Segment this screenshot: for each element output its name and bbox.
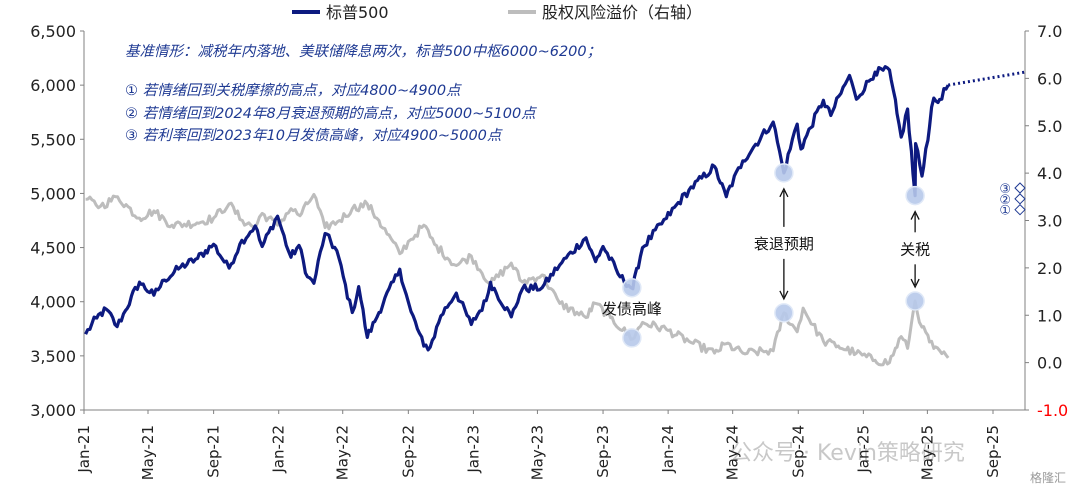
- x-tick-label: Jan-21: [75, 425, 93, 474]
- highlight-circle: [774, 163, 794, 183]
- annotation-line: ③ 若利率回到2023年10月发债高峰，对应4900~5000点: [125, 127, 503, 144]
- x-tick-label: May-22: [334, 425, 352, 480]
- left-tick-label: 3,500: [30, 347, 76, 366]
- annotation-line: ② 若情绪回到2024年8月衰退预期的高点，对应5000~5100点: [125, 105, 537, 122]
- x-tick-label: Jan-23: [464, 425, 482, 474]
- legend-label: 股权风险溢价（右轴）: [542, 3, 702, 22]
- scenario-marker-diamond: [1014, 182, 1026, 194]
- annotation-layer: 基准情形：减税年内落地、美联储降息两次，标普500中枢6000~6200； ① 若…: [125, 43, 1026, 348]
- right-tick-label: -1.0: [1037, 401, 1068, 420]
- x-tick-label: Sep-22: [399, 425, 417, 478]
- highlight-circle: [905, 185, 925, 206]
- annotation-arrowhead-up: [779, 187, 789, 198]
- right-tick-label: 3.0: [1037, 212, 1062, 231]
- right-tick-label: 7.0: [1037, 22, 1062, 41]
- x-tick-label: Jan-22: [270, 425, 288, 474]
- scenario-marker-label: ①: [999, 204, 1011, 219]
- x-tick-label: May-25: [918, 425, 936, 480]
- highlight-circle: [622, 277, 642, 298]
- right-tick-label: 6.0: [1037, 69, 1062, 88]
- annotation-line: 基准情形：减税年内落地、美联储降息两次，标普500中枢6000~6200；: [125, 43, 601, 60]
- x-tick-label: Sep-23: [594, 425, 612, 478]
- right-tick-label: 1.0: [1037, 306, 1062, 325]
- highlight-circle: [622, 328, 642, 348]
- legend-label: 标普500: [326, 3, 389, 22]
- series-line: [84, 65, 950, 352]
- annotation-label: 关税: [900, 240, 930, 258]
- x-tick-label: Sep-25: [984, 425, 1002, 478]
- left-tick-label: 4,000: [30, 293, 76, 312]
- x-tick-label: May-23: [528, 425, 546, 480]
- right-tick-label: 0.0: [1037, 354, 1062, 373]
- x-tick-label: Sep-21: [205, 425, 223, 478]
- series-layer: [84, 65, 1026, 367]
- series-line: [85, 192, 950, 367]
- annotation-arrowhead-down: [910, 278, 920, 289]
- left-tick-label: 4,500: [30, 239, 76, 258]
- scenario-marker-label: ②: [999, 193, 1011, 208]
- left-tick-label: 3,000: [30, 401, 76, 420]
- x-tick-label: Jan-25: [854, 425, 872, 474]
- left-tick-label: 5,500: [30, 130, 76, 149]
- annotation-label: 发债高峰: [602, 300, 662, 318]
- left-tick-label: 6,000: [30, 76, 76, 95]
- left-tick-label: 5,000: [30, 184, 76, 203]
- right-tick-label: 2.0: [1037, 259, 1062, 278]
- annotation-line: ① 若情绪回到关税摩擦的高点，对应4800~4900点: [125, 82, 462, 99]
- highlight-circle: [905, 291, 925, 311]
- series-line: [947, 70, 1026, 87]
- right-tick-label: 4.0: [1037, 164, 1062, 183]
- watermark-text: 公众号 · Kevin策略研究: [730, 441, 965, 466]
- right-tick-label: 5.0: [1037, 117, 1062, 136]
- highlight-circle: [774, 303, 794, 323]
- annotation-arrowhead-up: [910, 210, 920, 220]
- x-tick-label: Jan-24: [659, 425, 677, 474]
- scenario-marker-diamond: [1014, 203, 1026, 216]
- x-tick-label: May-21: [139, 425, 157, 480]
- x-tick-label: Sep-24: [789, 425, 807, 478]
- corner-logo: 格隆汇: [1030, 470, 1066, 485]
- axes-layer: 3,000 3,500 4,000 4,500 5,000 5,500 6,000 6,500…: [30, 22, 1068, 480]
- annotation-label: 衰退预期: [754, 235, 814, 253]
- legend-layer: 标普500 股权风险溢价（右轴）: [292, 3, 702, 22]
- x-tick-label: May-24: [724, 425, 742, 480]
- scenario-marker-label: ③: [999, 182, 1011, 197]
- left-tick-label: 6,500: [30, 22, 76, 41]
- annotation-arrowhead-down: [779, 290, 789, 301]
- scenario-marker-diamond: [1014, 193, 1026, 205]
